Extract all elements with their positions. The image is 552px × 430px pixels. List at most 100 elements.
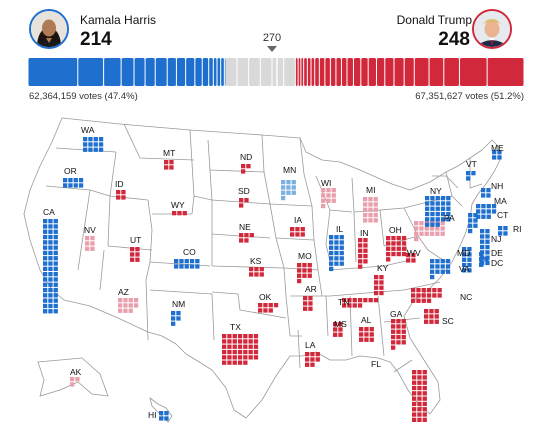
- state-pa-tiles[interactable]: [414, 221, 445, 242]
- state-fl-tiles[interactable]: [412, 370, 427, 422]
- state-me-tiles[interactable]: [492, 150, 502, 160]
- state-nv-tiles[interactable]: [85, 236, 95, 251]
- electoral-vote-tile: [334, 250, 339, 256]
- electoral-vote-tile: [118, 303, 123, 308]
- electoral-vote-tile: [232, 355, 237, 360]
- electoral-vote-tile: [363, 197, 368, 202]
- alaska-outline: [37, 357, 109, 397]
- state-vt-tiles[interactable]: [466, 171, 476, 181]
- electoral-vote-tile: [171, 316, 176, 321]
- trump-portrait-icon: [474, 11, 510, 47]
- electoral-vote-tile: [359, 337, 364, 342]
- state-or-tiles[interactable]: [63, 178, 84, 188]
- electoral-vote-tile: [176, 316, 181, 321]
- state-ne-tiles[interactable]: [239, 233, 254, 243]
- state-ca-tiles[interactable]: [43, 219, 58, 314]
- bar-segment-nc: [414, 58, 429, 86]
- electoral-vote-tile: [484, 257, 489, 262]
- state-label-ga: GA: [390, 309, 403, 319]
- state-al-tiles[interactable]: [359, 327, 374, 342]
- state-ia-tiles[interactable]: [290, 227, 305, 237]
- electoral-vote-tile: [411, 293, 416, 298]
- electoral-vote-tile: [338, 327, 343, 332]
- state-oh-tiles[interactable]: [386, 236, 407, 262]
- state-ms-tiles[interactable]: [333, 322, 343, 337]
- state-ga-tiles[interactable]: [391, 319, 406, 350]
- electoral-vote-tile: [90, 236, 95, 241]
- state-ok-tiles[interactable]: [258, 303, 279, 313]
- electoral-vote-tile: [422, 412, 427, 417]
- state-ny-tiles[interactable]: [425, 196, 451, 227]
- bar-segment-undecided: [237, 58, 249, 86]
- electoral-vote-tile: [445, 259, 451, 264]
- state-wy-tiles[interactable]: [172, 211, 187, 216]
- state-nc-tiles[interactable]: [411, 288, 442, 303]
- state-la-tiles[interactable]: [305, 352, 320, 367]
- electoral-vote-tile: [486, 204, 491, 209]
- state-nm-tiles[interactable]: [171, 311, 181, 326]
- state-id-tiles[interactable]: [116, 190, 126, 200]
- state-ky-tiles[interactable]: [374, 275, 384, 296]
- state-ks-tiles[interactable]: [249, 267, 264, 277]
- electoral-vote-tile: [43, 219, 48, 224]
- state-sc-tiles[interactable]: [424, 309, 439, 324]
- state-ak-tiles[interactable]: [70, 377, 80, 387]
- electoral-vote-tile: [244, 233, 249, 238]
- state-dc-tiles[interactable]: [479, 257, 489, 267]
- state-az-tiles[interactable]: [118, 298, 139, 313]
- state-il-tiles[interactable]: [329, 235, 344, 272]
- electoral-vote-tile: [430, 222, 435, 227]
- electoral-vote-tile: [503, 231, 508, 236]
- electoral-vote-tile: [227, 349, 232, 355]
- state-tn-tiles[interactable]: [342, 298, 379, 308]
- electoral-vote-tile: [239, 238, 244, 243]
- state-wi-tiles[interactable]: [321, 188, 336, 209]
- state-label-ak: AK: [70, 367, 82, 377]
- electoral-vote-tile: [53, 272, 58, 277]
- state-label-ks: KS: [250, 256, 262, 266]
- state-mo-tiles[interactable]: [297, 263, 312, 284]
- electoral-vote-tile: [258, 303, 263, 308]
- electoral-vote-tile: [121, 190, 126, 195]
- threshold-marker-icon: [267, 46, 277, 52]
- state-md-tiles[interactable]: [462, 247, 472, 273]
- electoral-vote-tile: [133, 298, 139, 303]
- electoral-vote-tile: [492, 155, 497, 160]
- state-mt-tiles[interactable]: [164, 160, 174, 170]
- electoral-vote-tile: [295, 227, 300, 232]
- state-in-tiles[interactable]: [358, 238, 368, 269]
- state-label-tx: TX: [230, 322, 241, 332]
- electoral-vote-tile: [363, 248, 368, 253]
- electoral-vote-tile: [358, 238, 363, 243]
- state-nh-tiles[interactable]: [481, 188, 491, 198]
- electoral-vote-tile: [227, 334, 232, 339]
- state-wv-tiles[interactable]: [406, 253, 416, 263]
- state-nd-tiles[interactable]: [241, 164, 251, 174]
- state-sd-tiles[interactable]: [239, 198, 249, 208]
- state-ma-tiles[interactable]: [476, 204, 497, 219]
- bar-segment-wa: [134, 58, 145, 86]
- electoral-vote-tile: [273, 303, 279, 308]
- electoral-vote-tile: [326, 198, 331, 203]
- state-mi-tiles[interactable]: [363, 197, 378, 223]
- state-label-nj: NJ: [491, 234, 502, 244]
- state-hi-tiles[interactable]: [159, 411, 169, 421]
- state-co-tiles[interactable]: [174, 259, 200, 269]
- state-ct-tiles[interactable]: [468, 213, 478, 234]
- electoral-vote-tile: [416, 293, 421, 298]
- state-ri-tiles[interactable]: [498, 226, 508, 236]
- electoral-vote-tile: [43, 245, 48, 250]
- state-tx-tiles[interactable]: [222, 334, 259, 365]
- electoral-vote-tile: [414, 226, 419, 231]
- electoral-vote-tile: [498, 231, 503, 236]
- bar-segment-tx: [487, 58, 524, 86]
- electoral-vote-tile: [307, 273, 312, 278]
- state-ut-tiles[interactable]: [130, 247, 140, 262]
- state-mn-tiles[interactable]: [281, 180, 296, 201]
- electoral-vote-tile: [358, 264, 363, 269]
- electoral-vote-tile: [485, 250, 490, 255]
- state-ar-tiles[interactable]: [303, 296, 313, 311]
- state-wa-tiles[interactable]: [83, 137, 104, 152]
- state-va-tiles[interactable]: [430, 259, 451, 280]
- electoral-vote-tile: [339, 245, 344, 250]
